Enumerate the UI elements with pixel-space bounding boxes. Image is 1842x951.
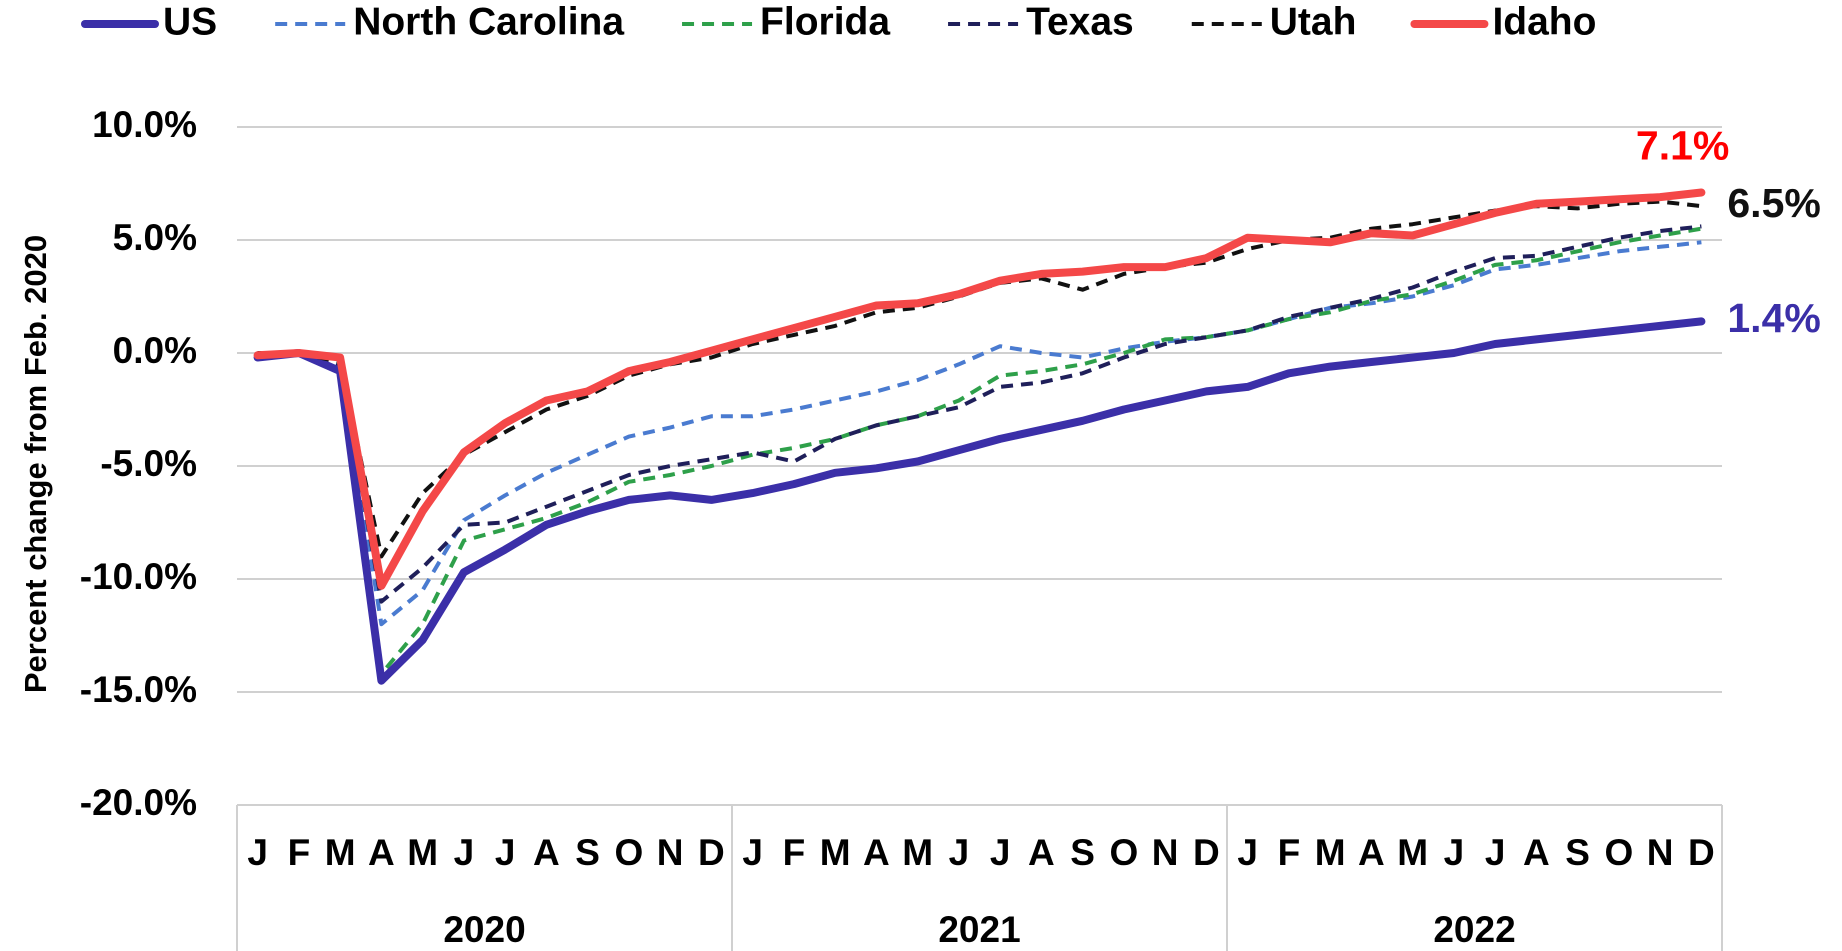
x-tick-label: J (454, 832, 475, 873)
x-tick-label: A (1028, 832, 1055, 873)
x-tick-label: M (407, 832, 438, 873)
x-tick-label: F (288, 832, 311, 873)
y-tick-label: -5.0% (100, 443, 197, 484)
x-tick-label: M (902, 832, 933, 873)
x-tick-label: J (247, 832, 268, 873)
x-tick-label: J (742, 832, 763, 873)
x-tick-label: J (495, 832, 516, 873)
group-label: 2020 (443, 909, 525, 950)
y-tick-label: 0.0% (113, 330, 197, 371)
x-tick-label: J (1444, 832, 1465, 873)
x-tick-label: J (949, 832, 970, 873)
x-tick-label: A (863, 832, 890, 873)
x-tick-label: S (575, 832, 600, 873)
y-tick-label: 10.0% (92, 104, 197, 145)
x-tick-label: A (533, 832, 560, 873)
y-axis-title: Percent change from Feb. 2020 (18, 235, 53, 693)
y-tick-label: -10.0% (80, 556, 197, 597)
series-line (257, 226, 1702, 676)
x-tick-label: A (1523, 832, 1550, 873)
series-line (257, 199, 1702, 559)
x-tick-label: O (1109, 832, 1138, 873)
x-tick-label: J (1485, 832, 1506, 873)
x-tick-label: J (1237, 832, 1258, 873)
x-tick-label: J (990, 832, 1011, 873)
x-tick-label: M (325, 832, 356, 873)
x-tick-label: F (1278, 832, 1301, 873)
end-label: 6.5% (1727, 180, 1820, 226)
series-line (257, 240, 1702, 627)
legend-label: Utah (1270, 0, 1357, 43)
x-tick-label: O (614, 832, 643, 873)
legend-label: US (163, 0, 217, 43)
x-tick-label: O (1604, 832, 1633, 873)
y-tick-label: -20.0% (80, 782, 197, 823)
x-tick-label: N (1647, 832, 1674, 873)
series-line (257, 224, 1702, 604)
y-tick-label: -15.0% (80, 669, 197, 710)
y-tick-label: 5.0% (113, 217, 197, 258)
x-tick-label: N (657, 832, 684, 873)
legend-label: Florida (760, 0, 890, 43)
group-label: 2021 (938, 909, 1020, 950)
legend-label: Idaho (1492, 0, 1596, 43)
legend-label: North Carolina (353, 0, 624, 43)
series-line (253, 317, 1706, 685)
x-tick-label: D (698, 832, 725, 873)
x-tick-label: M (820, 832, 851, 873)
x-tick-label: M (1397, 832, 1428, 873)
legend-label: Texas (1026, 0, 1134, 43)
x-tick-label: F (783, 832, 806, 873)
x-tick-label: N (1152, 832, 1179, 873)
series-line (253, 188, 1706, 590)
x-tick-label: M (1315, 832, 1346, 873)
x-tick-label: A (368, 832, 395, 873)
x-tick-label: S (1565, 832, 1590, 873)
x-tick-label: A (1358, 832, 1385, 873)
end-label: 1.4% (1727, 295, 1820, 341)
x-tick-label: S (1070, 832, 1095, 873)
group-label: 2022 (1433, 909, 1515, 950)
x-tick-label: D (1193, 832, 1220, 873)
end-label: 7.1% (1636, 122, 1729, 168)
x-tick-label: D (1688, 832, 1715, 873)
